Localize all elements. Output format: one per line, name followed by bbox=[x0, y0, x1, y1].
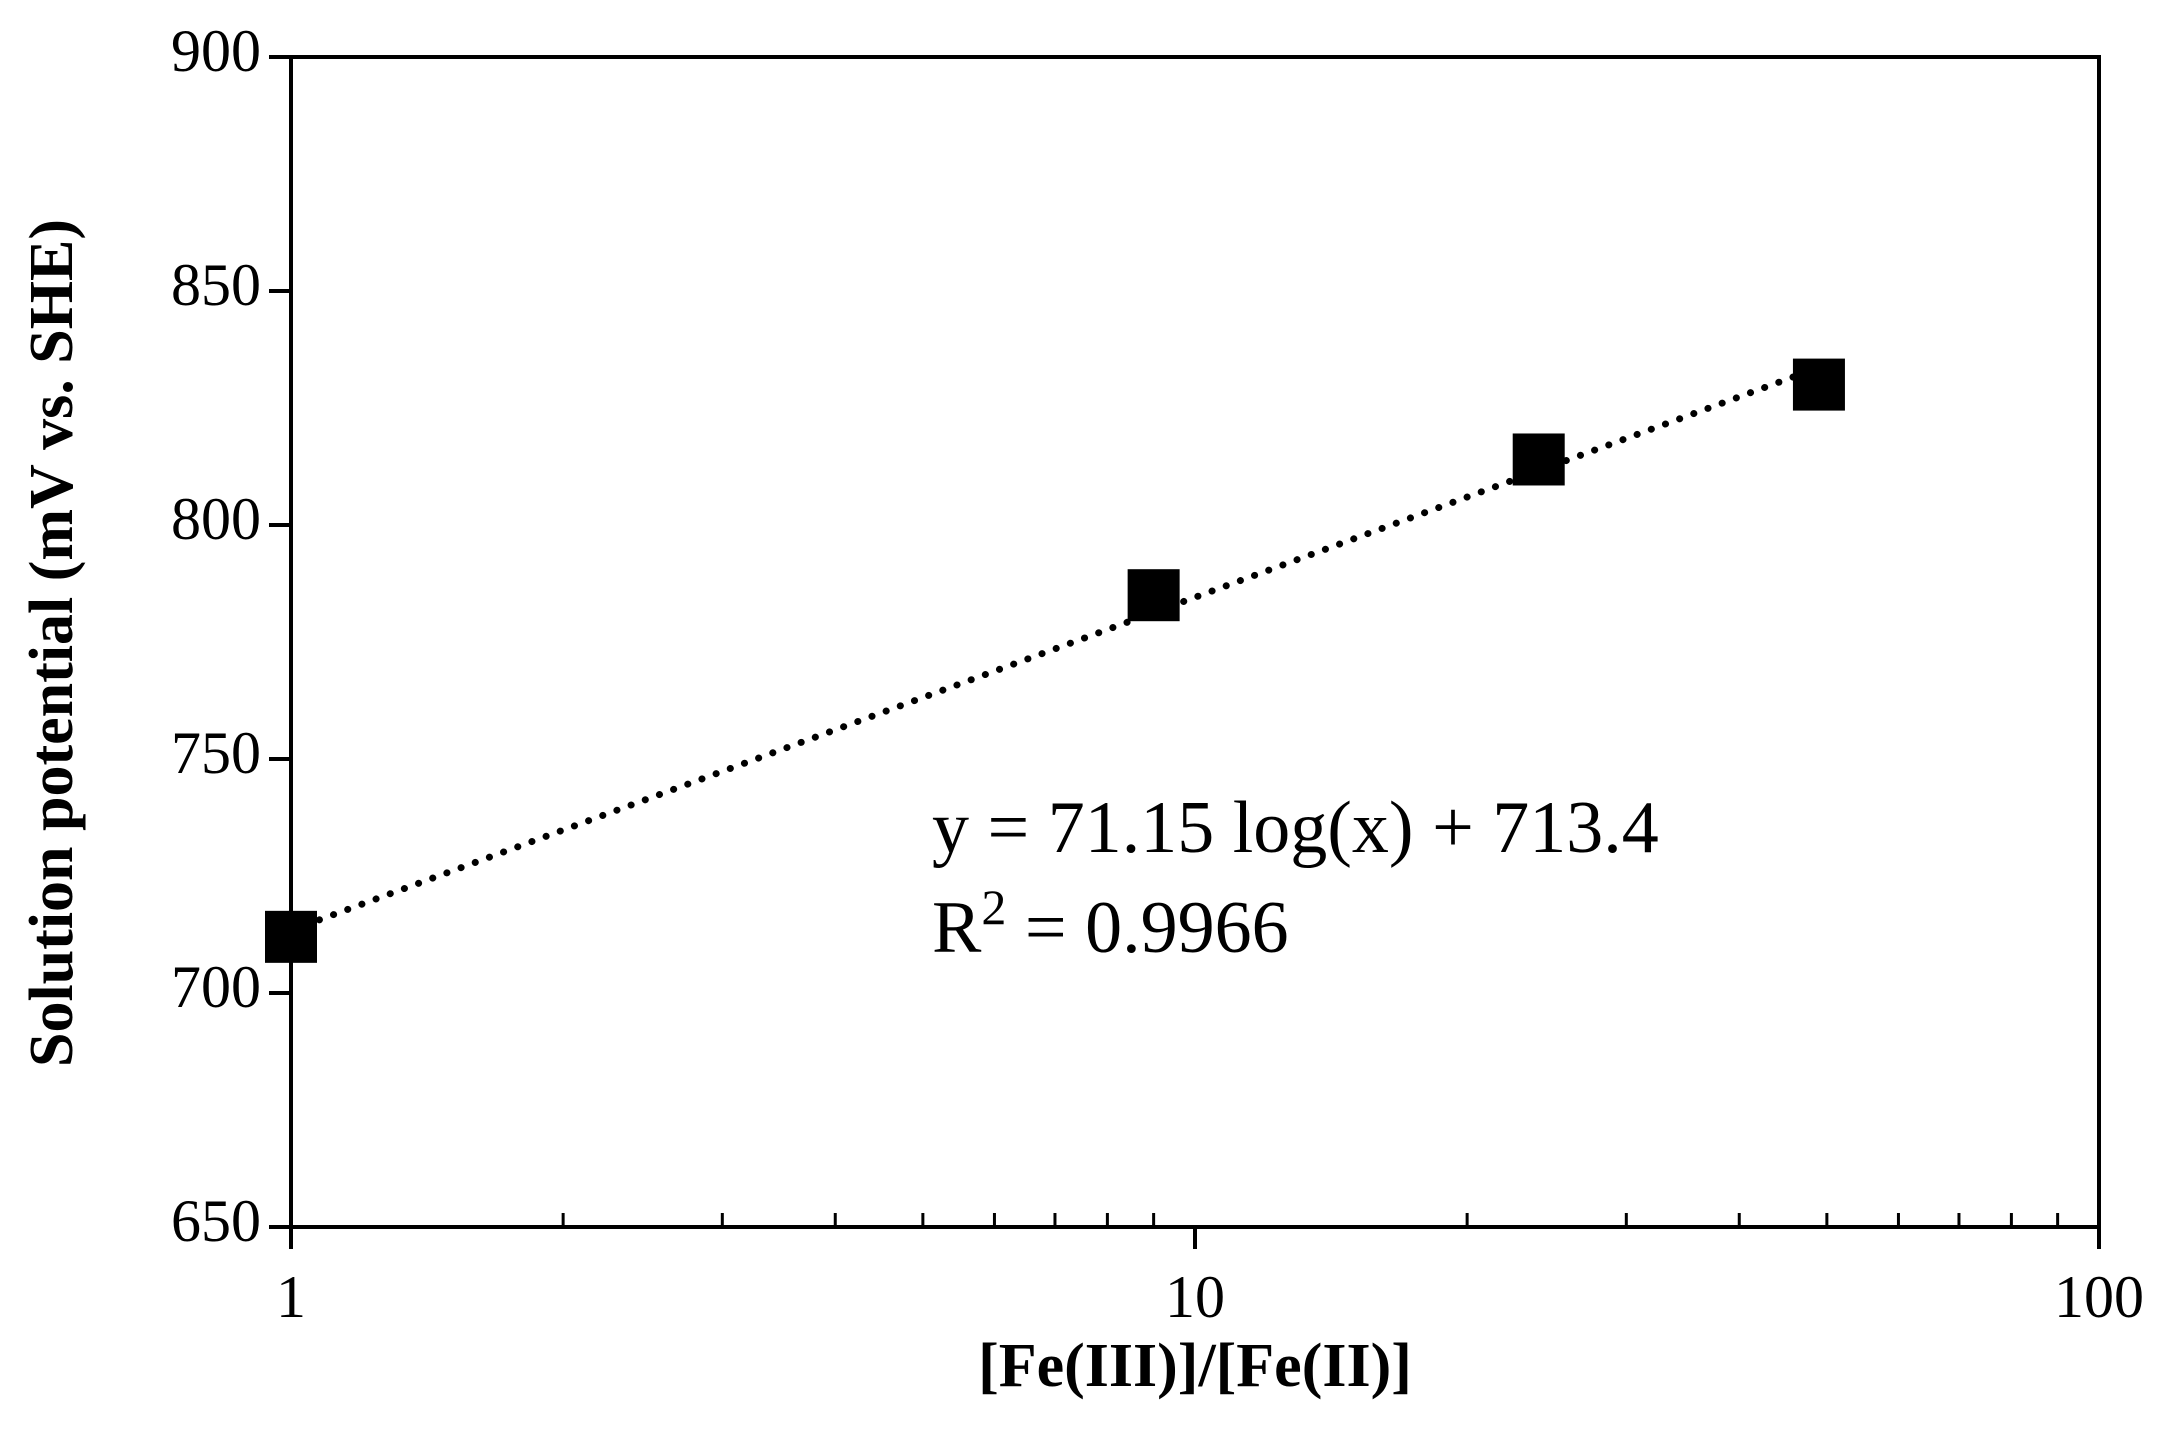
x-tick-label: 10 bbox=[1165, 1264, 1225, 1330]
y-tick-label: 750 bbox=[171, 720, 261, 786]
equation: y = 71.15 log(x) + 713.4 bbox=[932, 787, 1659, 869]
plot-frame bbox=[289, 55, 2101, 1229]
r-squared: R2 = 0.9966 bbox=[932, 879, 1289, 969]
marker bbox=[1127, 569, 1180, 622]
r2-sup: 2 bbox=[981, 879, 1006, 935]
y-axis-label: Solution potential (mV vs. SHE) bbox=[18, 219, 86, 1067]
r2-rest: = 0.9966 bbox=[1006, 887, 1288, 969]
marker bbox=[1792, 358, 1845, 411]
r2-base: R bbox=[932, 887, 982, 969]
marker bbox=[1512, 433, 1565, 486]
marker bbox=[265, 910, 317, 963]
x-axis-label: [Fe(III)]/[Fe(II)] bbox=[978, 1332, 1412, 1400]
y-tick-label: 850 bbox=[171, 252, 261, 318]
x-tick-label: 1 bbox=[276, 1264, 306, 1330]
y-tick-label: 650 bbox=[171, 1188, 261, 1254]
x-tick-label: 100 bbox=[2054, 1264, 2144, 1330]
y-tick-label: 800 bbox=[171, 486, 261, 552]
y-tick-label: 700 bbox=[171, 954, 261, 1020]
y-tick-label: 900 bbox=[171, 18, 261, 84]
